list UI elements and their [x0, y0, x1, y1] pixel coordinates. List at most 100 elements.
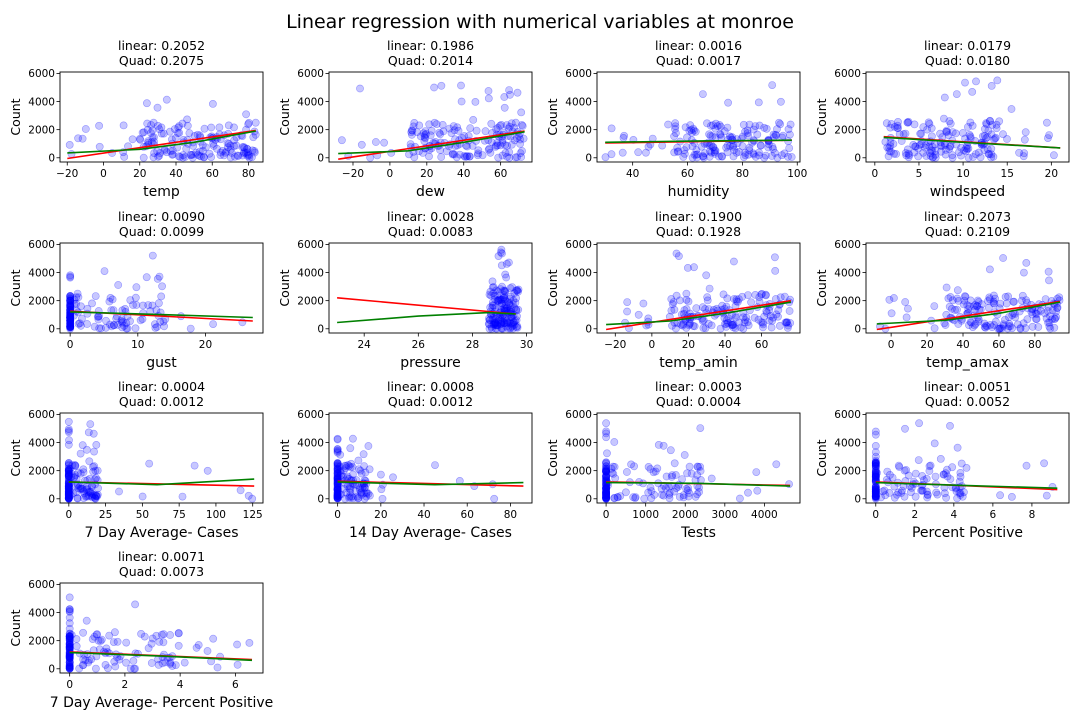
data-point	[672, 291, 681, 300]
data-point	[602, 467, 610, 475]
data-point	[455, 150, 464, 159]
data-point	[743, 129, 752, 137]
y-axis-label: Count	[814, 98, 829, 135]
x-tick-label: 28	[466, 339, 479, 351]
data-point	[333, 485, 342, 494]
data-point	[953, 305, 961, 314]
data-point	[620, 131, 628, 140]
data-point	[871, 430, 880, 439]
data-point	[973, 302, 981, 311]
x-tick-label: 25	[99, 509, 112, 521]
data-point	[466, 124, 475, 133]
data-point	[478, 151, 487, 160]
panel-title-quad: Quad: 0.0099	[119, 224, 204, 239]
data-point	[930, 324, 939, 333]
data-point	[90, 322, 99, 331]
data-point	[92, 630, 101, 639]
data-point	[871, 492, 880, 500]
data-point	[690, 150, 699, 159]
data-point	[333, 488, 342, 497]
y-tick-label: 6000	[297, 409, 324, 421]
data-point	[602, 488, 610, 497]
data-point	[493, 124, 502, 132]
y-tick-label: 6000	[297, 239, 324, 251]
data-point	[871, 460, 880, 468]
data-point	[505, 300, 514, 309]
data-point	[64, 485, 73, 494]
data-point	[64, 493, 73, 502]
data-point	[987, 82, 996, 90]
y-tick-label: 4000	[834, 437, 861, 449]
data-point	[84, 492, 92, 501]
data-point	[712, 119, 720, 128]
data-point	[154, 152, 162, 161]
data-point	[672, 129, 680, 137]
data-point	[493, 296, 502, 305]
data-point	[113, 637, 122, 646]
data-point	[186, 150, 195, 159]
data-point	[494, 316, 503, 325]
quad-fit-line	[68, 478, 255, 486]
data-point	[101, 661, 110, 669]
data-point	[461, 152, 470, 161]
data-point	[65, 640, 74, 649]
data-point	[75, 664, 84, 673]
data-point	[351, 487, 360, 496]
y-axis-label: Count	[8, 98, 23, 135]
data-point	[493, 318, 502, 327]
data-point	[498, 317, 507, 326]
data-point	[66, 321, 75, 330]
data-point	[333, 484, 342, 492]
data-point	[65, 664, 74, 673]
data-point	[102, 644, 111, 653]
data-point	[685, 319, 694, 327]
data-point	[92, 491, 101, 500]
data-point	[699, 153, 708, 162]
data-point	[79, 628, 87, 637]
data-point	[743, 318, 752, 326]
data-point	[1046, 312, 1054, 321]
data-point	[188, 150, 197, 159]
data-point	[89, 467, 98, 476]
data-point	[489, 320, 498, 329]
data-point	[496, 141, 505, 150]
data-point	[501, 148, 510, 157]
data-point	[772, 131, 781, 140]
x-tick-label: 4	[950, 509, 957, 521]
data-point	[721, 319, 729, 328]
data-point	[732, 313, 740, 322]
data-point	[672, 249, 681, 258]
data-point	[66, 320, 75, 329]
data-point	[602, 472, 610, 481]
data-point	[1046, 324, 1055, 333]
panel-title-quad: Quad: 0.0083	[388, 224, 473, 239]
data-point	[980, 319, 989, 328]
data-point	[776, 293, 785, 302]
data-point	[333, 467, 342, 475]
data-point	[964, 305, 973, 314]
data-point	[1006, 322, 1015, 331]
data-point	[518, 122, 527, 130]
data-point	[1005, 319, 1014, 328]
data-point	[1042, 491, 1051, 500]
data-point	[85, 457, 94, 466]
data-point	[772, 310, 781, 319]
x-tick-label: 60	[755, 339, 768, 351]
data-point	[755, 293, 764, 301]
data-point	[242, 110, 250, 119]
data-point	[132, 301, 141, 309]
data-point	[602, 487, 610, 496]
data-point	[916, 141, 924, 149]
data-point	[890, 123, 899, 131]
data-point	[729, 323, 738, 332]
data-point	[139, 128, 148, 137]
data-point	[760, 312, 769, 321]
x-tick-label: 2	[122, 679, 129, 691]
x-tick-label: 125	[243, 509, 263, 521]
data-point	[511, 316, 520, 325]
data-point	[702, 271, 711, 280]
data-point	[148, 301, 157, 310]
data-point	[1001, 292, 1010, 301]
data-point	[871, 487, 880, 496]
